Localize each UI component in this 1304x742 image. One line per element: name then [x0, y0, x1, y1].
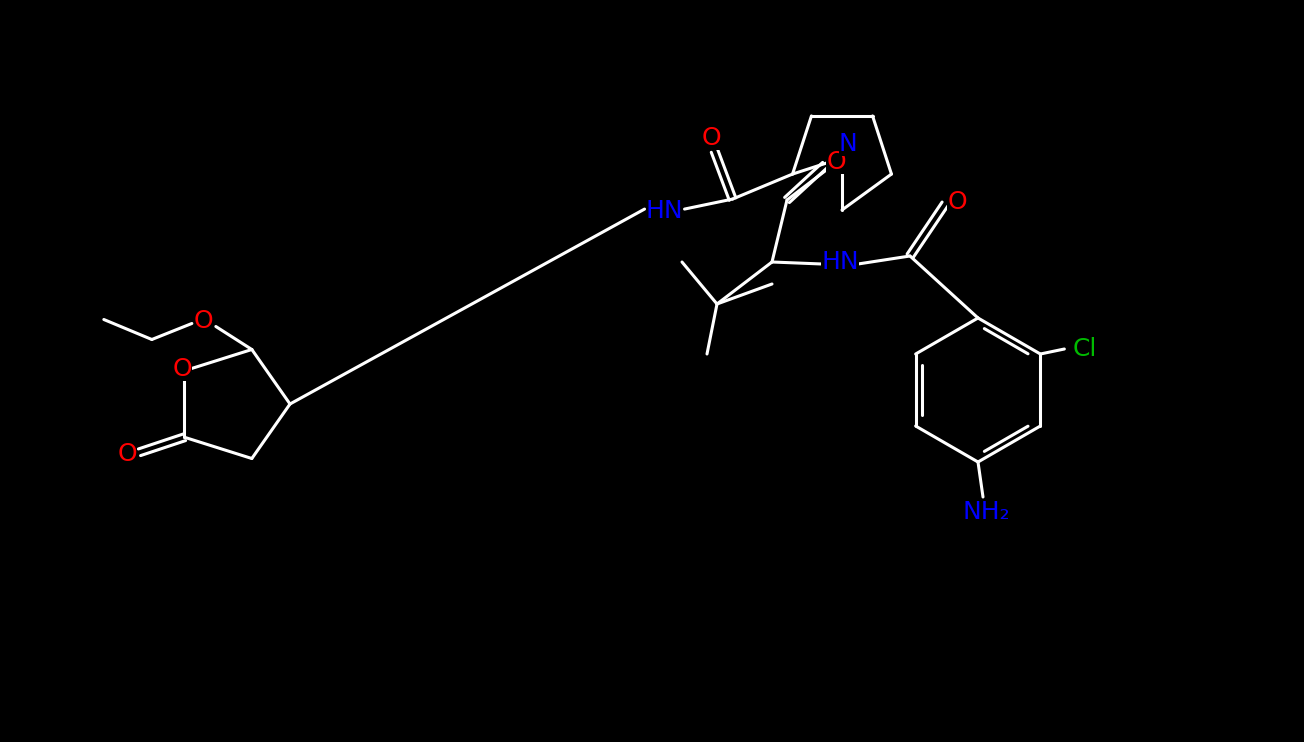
Text: O: O	[947, 190, 966, 214]
Text: O: O	[827, 150, 846, 174]
Text: NH₂: NH₂	[962, 500, 1009, 524]
Text: N: N	[838, 132, 857, 156]
Text: O: O	[702, 126, 721, 150]
Text: Cl: Cl	[1072, 337, 1097, 361]
Text: O: O	[194, 309, 214, 333]
Text: HN: HN	[645, 199, 683, 223]
Text: HN: HN	[822, 250, 859, 274]
Text: O: O	[117, 442, 137, 466]
Text: O: O	[172, 357, 192, 381]
